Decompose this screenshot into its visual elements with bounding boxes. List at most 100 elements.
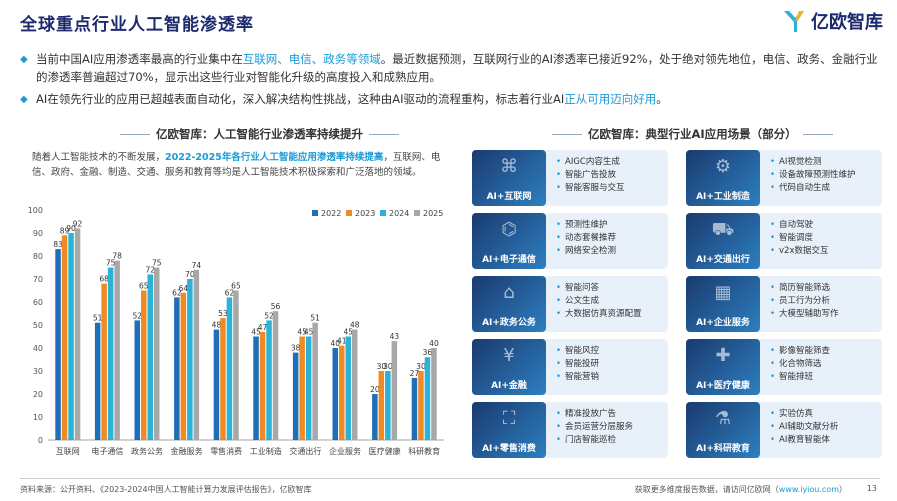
scenario-card: ▦ AI+企业服务 简历智能筛选员工行为分析大模型辅助写作	[686, 276, 882, 332]
chart-intro: 随着人工智能技术的不断发展，2022-2025年各行业人工智能应用渗透率持续提高…	[32, 152, 441, 178]
legend-swatch	[312, 210, 318, 216]
bar	[141, 290, 147, 440]
bar	[299, 336, 305, 440]
data-label: 45	[297, 328, 307, 337]
scenario-item: 自动驾驶	[770, 219, 829, 232]
legend-label: 2024	[389, 209, 409, 218]
data-label: 65	[231, 282, 241, 291]
scenario-item: 智能问答	[556, 282, 642, 295]
y-tick-label: 10	[33, 413, 43, 422]
data-label: 30	[416, 362, 426, 371]
scenario-item: AI辅助文献分析	[770, 421, 838, 434]
data-label: 30	[377, 362, 387, 371]
scenario-item: 精准投放广告	[556, 408, 633, 421]
scenario-item: 动态套餐推荐	[556, 232, 616, 245]
scenario-item: AIGC内容生成	[556, 156, 625, 169]
data-label: 20	[370, 385, 380, 394]
data-label: 64	[179, 284, 189, 293]
scenario-item: 简历智能筛选	[770, 282, 839, 295]
bar	[107, 267, 114, 440]
x-tick-label: 零售消费	[210, 446, 242, 456]
data-label: 53	[218, 309, 228, 318]
data-label: 38	[291, 344, 301, 353]
scenario-item: 公文生成	[556, 295, 642, 308]
scenario-image: ⌬ AI+电子通信	[472, 213, 546, 269]
data-label: 92	[73, 219, 83, 228]
scenario-item: 大数据仿真资源配置	[556, 308, 642, 321]
data-label: 62	[225, 288, 235, 297]
scenario-image: ⛟ AI+交通出行	[686, 213, 760, 269]
x-tick-label: 科研教育	[408, 446, 440, 456]
data-label: 41	[337, 337, 347, 346]
scenario-card: ¥ AI+金融 智能风控智能投研智能营销	[472, 339, 668, 395]
y-tick-label: 50	[33, 321, 43, 330]
shopping-icon: ⛶	[502, 408, 516, 429]
scenario-item: AI教育智能体	[770, 434, 838, 447]
website-link[interactable]: www.iyiou.com	[778, 485, 839, 494]
medical-icon: ✚	[715, 345, 731, 366]
bar	[220, 318, 226, 440]
scenario-image: ⌂ AI+政务公务	[472, 276, 546, 332]
scenario-card: ⌘ AI+互联网 AIGC内容生成智能广告投放智能客服与交互	[472, 150, 668, 206]
bar	[385, 371, 391, 440]
data-label: 74	[192, 261, 202, 270]
bar	[424, 357, 431, 440]
bar	[259, 331, 266, 440]
footer-divider	[20, 478, 880, 479]
scenario-list: AI视觉检测设备故障预测性维护代码自动生成	[770, 156, 856, 195]
scenario-item: 影像智能筛查	[770, 345, 830, 358]
bar	[134, 320, 140, 440]
x-tick-label: 企业服务	[329, 446, 361, 456]
scenario-card: ⛶ AI+零售消费 精准投放广告会员运营分层服务门店智能巡检	[472, 402, 668, 458]
antenna-icon: ⌬	[501, 219, 517, 240]
data-label: 36	[423, 348, 433, 357]
data-label: 40	[429, 339, 439, 348]
scenario-item: 代码自动生成	[770, 182, 856, 195]
scenario-item: 智能调度	[770, 232, 829, 245]
bar	[352, 329, 358, 440]
bar	[272, 311, 279, 440]
bar	[233, 290, 239, 440]
scenario-list: 简历智能筛选员工行为分析大模型辅助写作	[770, 282, 839, 321]
legend-swatch	[346, 210, 352, 216]
y-tick-label: 100	[28, 206, 43, 215]
logo-text: 亿欧智库	[811, 12, 883, 33]
scenario-label: AI+交通出行	[696, 255, 750, 265]
x-tick-label: 互联网	[56, 447, 80, 456]
network-icon: ⌘	[500, 156, 518, 177]
scenario-item: 智能投研	[556, 358, 599, 371]
scenario-list: AIGC内容生成智能广告投放智能客服与交互	[556, 156, 625, 195]
data-label: 75	[152, 259, 162, 268]
scenario-image: ⚙ AI+工业制造	[686, 150, 760, 206]
bar	[61, 235, 68, 440]
scenario-list: 智能问答公文生成大数据仿真资源配置	[556, 282, 642, 321]
data-label: 70	[185, 270, 195, 279]
scenario-item: AI视觉检测	[770, 156, 856, 169]
footer-link-text: 获取更多维度报告数据，请访问亿欧网（www.iyiou.com）	[634, 485, 847, 494]
y-tick-label: 90	[33, 229, 43, 238]
legend-swatch	[414, 210, 420, 216]
scenario-card: ⌂ AI+政务公务 智能问答公文生成大数据仿真资源配置	[472, 276, 668, 332]
bar	[114, 260, 120, 440]
bar	[372, 394, 378, 440]
data-label: 48	[350, 321, 360, 330]
bar	[305, 336, 312, 440]
data-label: 89	[60, 226, 70, 235]
data-label: 45	[343, 328, 353, 337]
bar	[332, 348, 338, 440]
data-label: 48	[212, 321, 222, 330]
bar	[187, 279, 193, 440]
scenario-list: 智能风控智能投研智能营销	[556, 345, 599, 384]
bar	[193, 269, 200, 440]
y-tick-label: 30	[33, 367, 43, 376]
scenario-label: AI+零售消费	[482, 444, 536, 454]
bar	[68, 233, 74, 440]
scenario-image: ✚ AI+医疗健康	[686, 339, 760, 395]
scenario-item: 智能客服与交互	[556, 182, 625, 195]
summary-bullet: ◆ 当前中国AI应用渗透率最高的行业集中在互联网、电信、政务等领域。最近数据预测…	[20, 52, 878, 84]
scenario-item: 门店智能巡检	[556, 434, 633, 447]
diamond-icon: ◆	[20, 94, 28, 105]
bar	[154, 267, 160, 440]
summary-bullets: ◆ 当前中国AI应用渗透率最高的行业集中在互联网、电信、政务等领域。最近数据预测…	[20, 50, 880, 113]
robot-arm-icon: ⚙	[714, 156, 732, 177]
